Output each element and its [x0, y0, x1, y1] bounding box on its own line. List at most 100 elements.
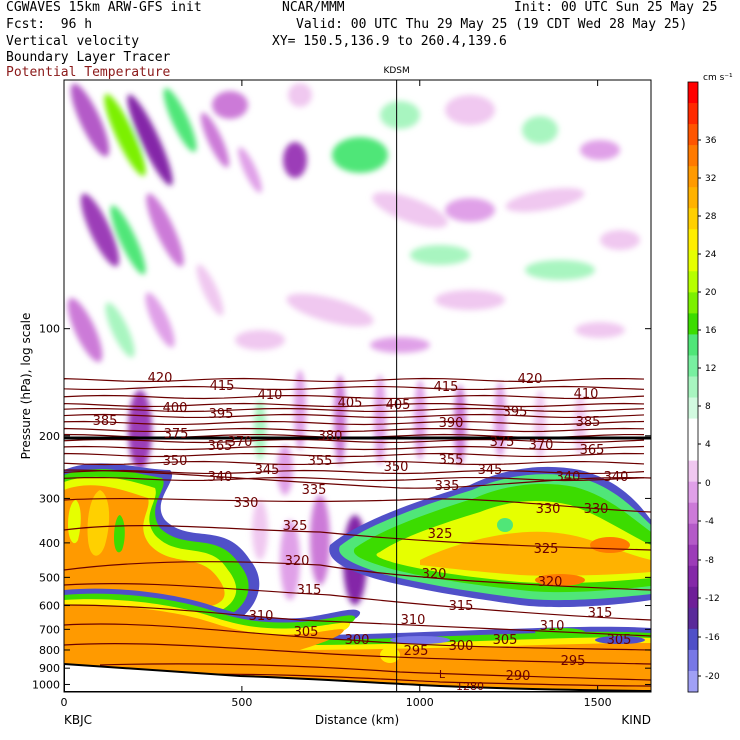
theta-label: 365: [208, 439, 233, 454]
theta-label: 345: [255, 463, 280, 478]
colorbar: [687, 81, 699, 693]
theta-contour: [64, 438, 645, 444]
theta-contour: [64, 385, 645, 391]
y-tick-label: 200: [39, 430, 60, 443]
theta-contour: [64, 604, 651, 637]
theta-contour: [64, 497, 651, 513]
colorbar-swatch: [688, 229, 698, 251]
theta-label: 290: [506, 669, 531, 684]
plot-frame: [63, 79, 652, 693]
theta-label: 335: [302, 483, 327, 498]
theta-contour: [64, 420, 645, 426]
theta-contour: [64, 623, 651, 651]
theta-contour: [64, 525, 651, 551]
colorbar-tick-label: 24: [705, 250, 717, 260]
y-tick-label: 100: [39, 323, 60, 336]
colorbar-tick-label: 28: [705, 212, 717, 222]
theta-label: 375: [164, 427, 189, 442]
theta-label: 420: [518, 372, 543, 387]
colorbar-swatch: [688, 418, 698, 441]
pressure-annotation: L: [439, 668, 446, 681]
theta-label: 380: [318, 429, 343, 444]
colorbar-tick-label: 4: [705, 440, 711, 450]
theta-label: 335: [435, 479, 460, 494]
theta-contour: [64, 402, 645, 408]
colorbar-swatch: [688, 607, 698, 630]
y-axis-label: Pressure (hPa), log scale: [19, 313, 33, 460]
theta-label: 300: [449, 639, 474, 654]
boundary-layer-plume-east: [329, 466, 651, 608]
colorbar-swatch: [688, 586, 698, 609]
theta-contour: [64, 583, 651, 621]
theta-label: 370: [228, 435, 253, 450]
upper-wave-field: [67, 83, 640, 363]
x-tick-label: 500: [231, 696, 252, 709]
colorbar-tick-label: 0: [705, 479, 711, 489]
colorbar-swatch: [688, 502, 698, 525]
theta-label: 305: [294, 625, 319, 640]
theta-label: 370: [529, 438, 554, 453]
forecast-hour: Fcst: 96 h: [6, 17, 93, 32]
theta-contour: [64, 643, 651, 665]
colorbar-swatch: [688, 481, 698, 504]
colorbar-tick-label: -16: [705, 633, 720, 643]
colorbar-swatch: [688, 649, 698, 672]
theta-label: 395: [209, 407, 234, 422]
colorbar-tick-label: -4: [705, 517, 714, 527]
colorbar-swatch: [688, 544, 698, 567]
colorbar-swatch: [688, 124, 698, 146]
field-potential-temperature: Potential Temperature: [6, 65, 171, 80]
theta-contour: [64, 445, 645, 451]
colorbar-tick-label: -20: [705, 672, 720, 682]
colorbar-swatch: [688, 670, 698, 693]
theta-contour: [64, 452, 645, 458]
colorbar-swatch: [688, 376, 698, 399]
colorbar-swatch: [688, 250, 698, 272]
colorbar-tick-label: 8: [705, 402, 711, 412]
pressure-annotation: 1280: [456, 680, 484, 693]
colorbar-tick-label: 32: [705, 174, 716, 184]
theta-label: 375: [490, 435, 515, 450]
potential-temperature-contours: [64, 377, 651, 687]
theta-contour: [64, 407, 645, 413]
valid-time: Valid: 00 UTC Thu 29 May 25 (19 CDT Wed …: [296, 17, 688, 32]
theta-label: 315: [588, 606, 613, 621]
colorbar-tick-label: -12: [705, 594, 720, 604]
theta-label: 410: [574, 387, 599, 402]
theta-contour: [64, 427, 645, 433]
theta-label: 340: [208, 470, 233, 485]
colorbar-swatch: [688, 397, 698, 420]
theta-contour: [64, 377, 645, 383]
theta-contour: [64, 394, 645, 400]
theta-label: 410: [258, 388, 283, 403]
theta-contour: [64, 476, 645, 482]
theta-label: 350: [163, 454, 188, 469]
theta-label: 350: [384, 460, 409, 475]
theta-label: 315: [449, 599, 474, 614]
theta-label: 395: [503, 405, 528, 420]
y-tick-label: 700: [39, 623, 60, 636]
theta-label: 295: [404, 644, 429, 659]
colorbar-tick-label: -8: [705, 556, 714, 566]
x-tick-label: 1500: [584, 696, 612, 709]
theta-label: 310: [401, 613, 426, 628]
colorbar-swatch: [688, 439, 698, 462]
theta-label: 405: [386, 398, 411, 413]
theta-label: 355: [439, 453, 464, 468]
colorbar-tick-label: 12: [705, 364, 716, 374]
theta-label: 385: [93, 414, 118, 429]
org-label: NCAR/MMM: [282, 0, 345, 15]
y-tick-label: 600: [39, 600, 60, 613]
colorbar-unit: cm s⁻¹: [703, 73, 733, 83]
theta-label: 405: [338, 396, 363, 411]
theta-label: 415: [210, 379, 235, 394]
theta-label: 330: [584, 502, 609, 517]
y-tick-label: 800: [39, 644, 60, 657]
theta-contour: [64, 469, 645, 475]
theta-contour: [64, 561, 651, 591]
theta-label: 320: [538, 575, 563, 590]
x-axis-label: Distance (km): [315, 713, 399, 727]
theta-label: 295: [561, 654, 586, 669]
theta-label: 400: [163, 401, 188, 416]
field-vertical-velocity: Vertical velocity: [6, 34, 140, 49]
